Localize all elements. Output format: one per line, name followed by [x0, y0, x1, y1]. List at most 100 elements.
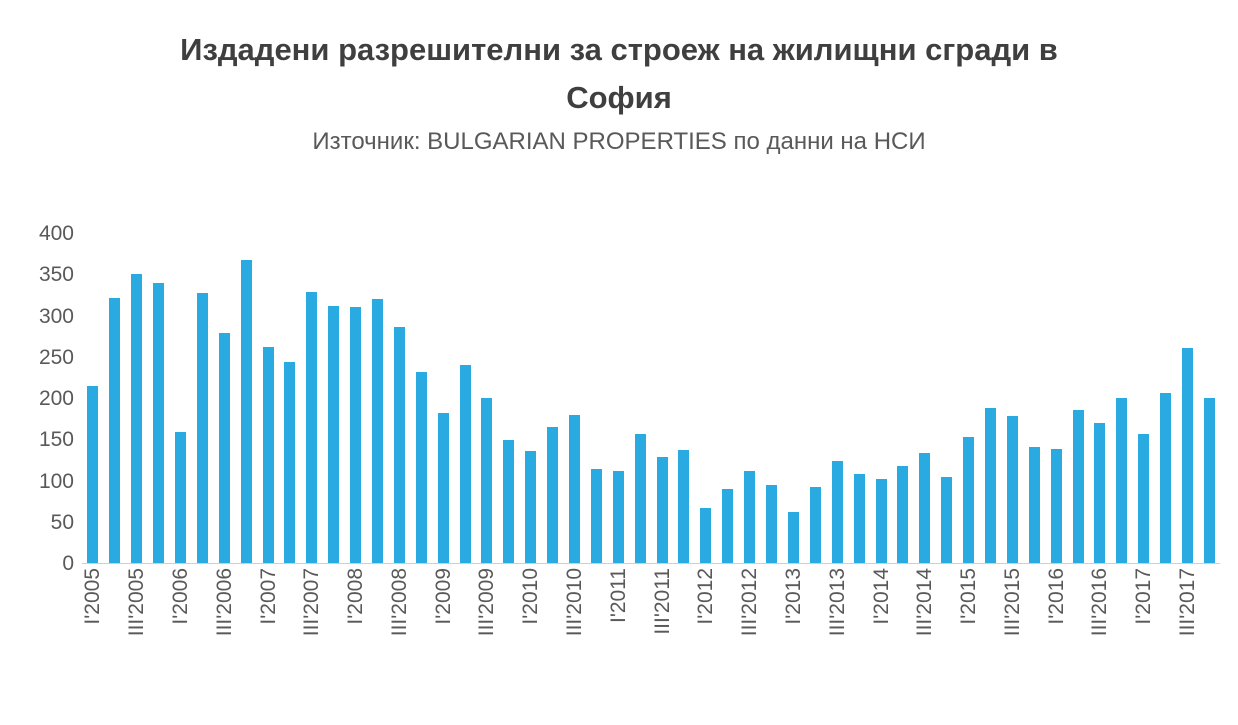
x-axis-tick-label: I'2013 — [781, 568, 805, 625]
x-tick-cell — [542, 568, 564, 683]
x-tick-cell: I'2007 — [256, 568, 280, 683]
bar — [1028, 447, 1040, 564]
y-axis-tick-label: 300 — [38, 304, 74, 328]
bar-column — [191, 234, 213, 564]
bar-column — [367, 234, 389, 564]
y-axis-tick-label: 250 — [38, 345, 74, 369]
bar-column — [301, 234, 323, 564]
bar — [328, 306, 340, 564]
bar-column — [717, 234, 739, 564]
bar — [700, 508, 712, 564]
x-tick-cell: III'2007 — [300, 568, 324, 683]
y-axis-tick-label: 200 — [38, 387, 74, 411]
bar-column — [936, 234, 958, 564]
y-axis-tick-label: 400 — [38, 222, 74, 246]
bar-column — [1177, 234, 1199, 564]
bar-column — [585, 234, 607, 564]
bar-column — [279, 234, 301, 564]
x-axis-tick-label: I'2005 — [81, 568, 105, 625]
bar-column — [520, 234, 542, 564]
x-axis-tick-label: I'2012 — [694, 568, 718, 625]
x-tick-cell — [367, 568, 389, 683]
x-tick-cell: I'2015 — [957, 568, 980, 683]
bar — [766, 484, 778, 564]
y-axis-tick-label: 350 — [38, 263, 74, 287]
bar-column — [826, 234, 848, 564]
bar — [612, 470, 624, 564]
x-tick-cell: I'2006 — [169, 568, 192, 683]
bar-column — [1089, 234, 1111, 564]
x-tick-cell: I'2016 — [1045, 568, 1068, 683]
bar — [350, 307, 362, 564]
x-tick-cell — [585, 568, 607, 683]
bar-column — [1111, 234, 1133, 564]
bar — [984, 408, 996, 564]
bar-column — [673, 234, 695, 564]
bar — [678, 449, 690, 564]
bar-column — [607, 234, 629, 564]
bar — [196, 293, 208, 564]
x-axis-tick-label: III'2014 — [913, 568, 937, 637]
bar — [809, 486, 821, 564]
x-tick-cell — [104, 568, 126, 683]
x-axis-tick-label: I'2014 — [869, 568, 893, 625]
x-tick-cell — [673, 568, 695, 683]
x-axis-tick-label: I'2008 — [344, 568, 368, 625]
bar-column — [695, 234, 717, 564]
x-axis-tick-label: III'2013 — [825, 568, 849, 637]
bar — [590, 468, 602, 564]
x-axis-tick-label: III'2008 — [387, 568, 411, 637]
bar-column — [542, 234, 564, 564]
bar-column — [345, 234, 367, 564]
x-axis-tick-label: III'2006 — [212, 568, 236, 637]
bar — [941, 476, 953, 564]
bar-column — [432, 234, 454, 564]
x-axis-tick-label: III'2015 — [1000, 568, 1024, 637]
bar — [306, 291, 318, 564]
bar-column — [564, 234, 586, 564]
x-tick-cell — [848, 568, 870, 683]
bar-column — [1045, 234, 1067, 564]
bar — [1050, 448, 1062, 564]
bar — [919, 452, 931, 564]
x-tick-cell: III'2014 — [913, 568, 937, 683]
bar-column — [170, 234, 192, 564]
bar — [459, 364, 471, 564]
bar — [569, 415, 581, 564]
bar-column — [410, 234, 432, 564]
x-tick-cell: III'2005 — [125, 568, 148, 683]
bar — [109, 298, 121, 564]
bar-column — [892, 234, 914, 564]
x-tick-cell — [1198, 568, 1220, 683]
x-tick-cell: III'2010 — [563, 568, 586, 683]
x-tick-cell — [892, 568, 914, 683]
bar — [1072, 410, 1084, 564]
bar-column — [914, 234, 936, 564]
bar — [437, 412, 449, 564]
x-tick-cell: I'2017 — [1132, 568, 1155, 683]
bar-column — [213, 234, 235, 564]
bar-column — [104, 234, 126, 564]
bar-column — [980, 234, 1002, 564]
bar-column — [870, 234, 892, 564]
x-axis-tick-label: III'2017 — [1175, 568, 1199, 637]
page-subtitle: Източник: BULGARIAN PROPERTIES по данни … — [312, 128, 926, 156]
x-axis-tick-label: III'2007 — [300, 568, 324, 637]
bar — [853, 474, 865, 564]
x-axis-tick-label: I'2007 — [256, 568, 280, 625]
x-tick-cell: III'2016 — [1088, 568, 1111, 683]
bar — [175, 431, 186, 564]
x-tick-cell — [936, 568, 958, 683]
y-axis-tick-label: 50 — [50, 510, 74, 534]
x-tick-cell — [454, 568, 476, 683]
x-tick-cell — [148, 568, 170, 683]
bar-column — [1133, 234, 1155, 564]
page-title: Издадени разрешителни за строеж на жилищ… — [180, 32, 1058, 116]
x-tick-cell — [498, 568, 520, 683]
bar — [131, 273, 143, 564]
x-axis-tick-label: III'2009 — [475, 568, 499, 637]
bar — [547, 426, 559, 564]
x-tick-cell — [191, 568, 213, 683]
x-tick-cell: I'2008 — [344, 568, 368, 683]
bar-column — [783, 234, 805, 564]
